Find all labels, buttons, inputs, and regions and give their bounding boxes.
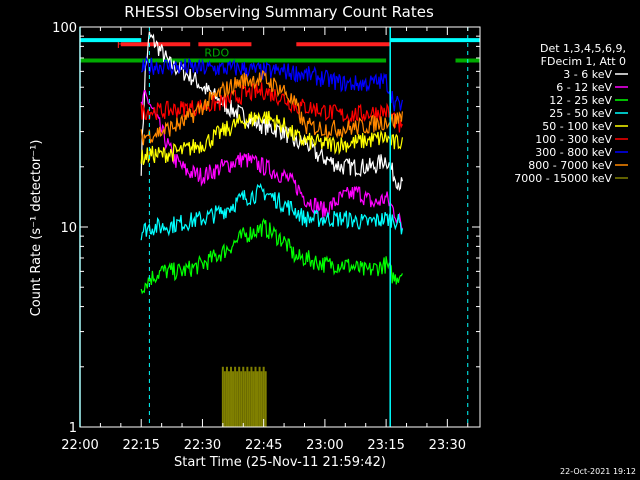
x-tick-label: 22:00 (61, 438, 98, 453)
series-800-7000-kev (140, 70, 403, 146)
flags-layer: F RDO (80, 38, 480, 63)
legend-entry-label: 100 - 300 keV (535, 133, 612, 146)
chart-title: RHESSI Observing Summary Count Rates (124, 3, 434, 21)
series-25-50-kev (140, 182, 403, 241)
y-tick-label: 10 (60, 221, 77, 236)
y-axis-label: Count Rate (s⁻¹ detector⁻¹) (29, 140, 44, 317)
series-12-25-kev (140, 217, 403, 295)
legend-header: FDecim 1, Att 0 (541, 55, 626, 68)
legend-entry-label: 300 - 800 keV (535, 146, 612, 159)
x-tick-label: 22:15 (122, 438, 159, 453)
x-tick-label: 23:30 (429, 438, 466, 453)
x-tick-label: 22:30 (184, 438, 221, 453)
series-50-100-kev (140, 110, 403, 165)
x-tick-label: 23:15 (367, 438, 404, 453)
legend-header: Det 1,3,4,5,6,9, (540, 42, 626, 55)
y-tick-label: 1 (69, 421, 77, 436)
y-tick-label: 100 (52, 21, 77, 36)
flag-label-f: F (117, 38, 123, 51)
legend-entry-label: 800 - 7000 keV (528, 159, 612, 172)
legend-entry-label: 3 - 6 keV (563, 68, 612, 81)
legend-entry-label: 12 - 25 keV (549, 94, 612, 107)
series-3-6-kev (140, 31, 403, 192)
legend-entry-label: 50 - 100 keV (542, 120, 612, 133)
legend-entry-label: 6 - 12 keV (556, 81, 612, 94)
x-tick-label: 23:00 (306, 438, 343, 453)
timestamp: 22-Oct-2021 19:12 (560, 467, 636, 476)
legend-entry-label: 7000 - 15000 keV (514, 172, 612, 185)
axes-layer: 22:00 22:15 22:30 22:45 23:00 23:15 23:30 1 10 10… (52, 21, 480, 453)
series-6-12-kev (140, 89, 403, 230)
series-7000-15000-kev (221, 366, 267, 427)
series-300-800-kev (140, 55, 403, 112)
legend-entry-label: 25 - 50 keV (549, 107, 612, 120)
x-axis-label: Start Time (25-Nov-11 21:59:42) (174, 455, 386, 470)
x-tick-label: 22:45 (245, 438, 282, 453)
series-layer (140, 31, 403, 427)
flag-label-rdo: RDO (204, 46, 229, 59)
legend: Det 1,3,4,5,6,9,FDecim 1, Att 03 - 6 keV… (514, 42, 628, 185)
